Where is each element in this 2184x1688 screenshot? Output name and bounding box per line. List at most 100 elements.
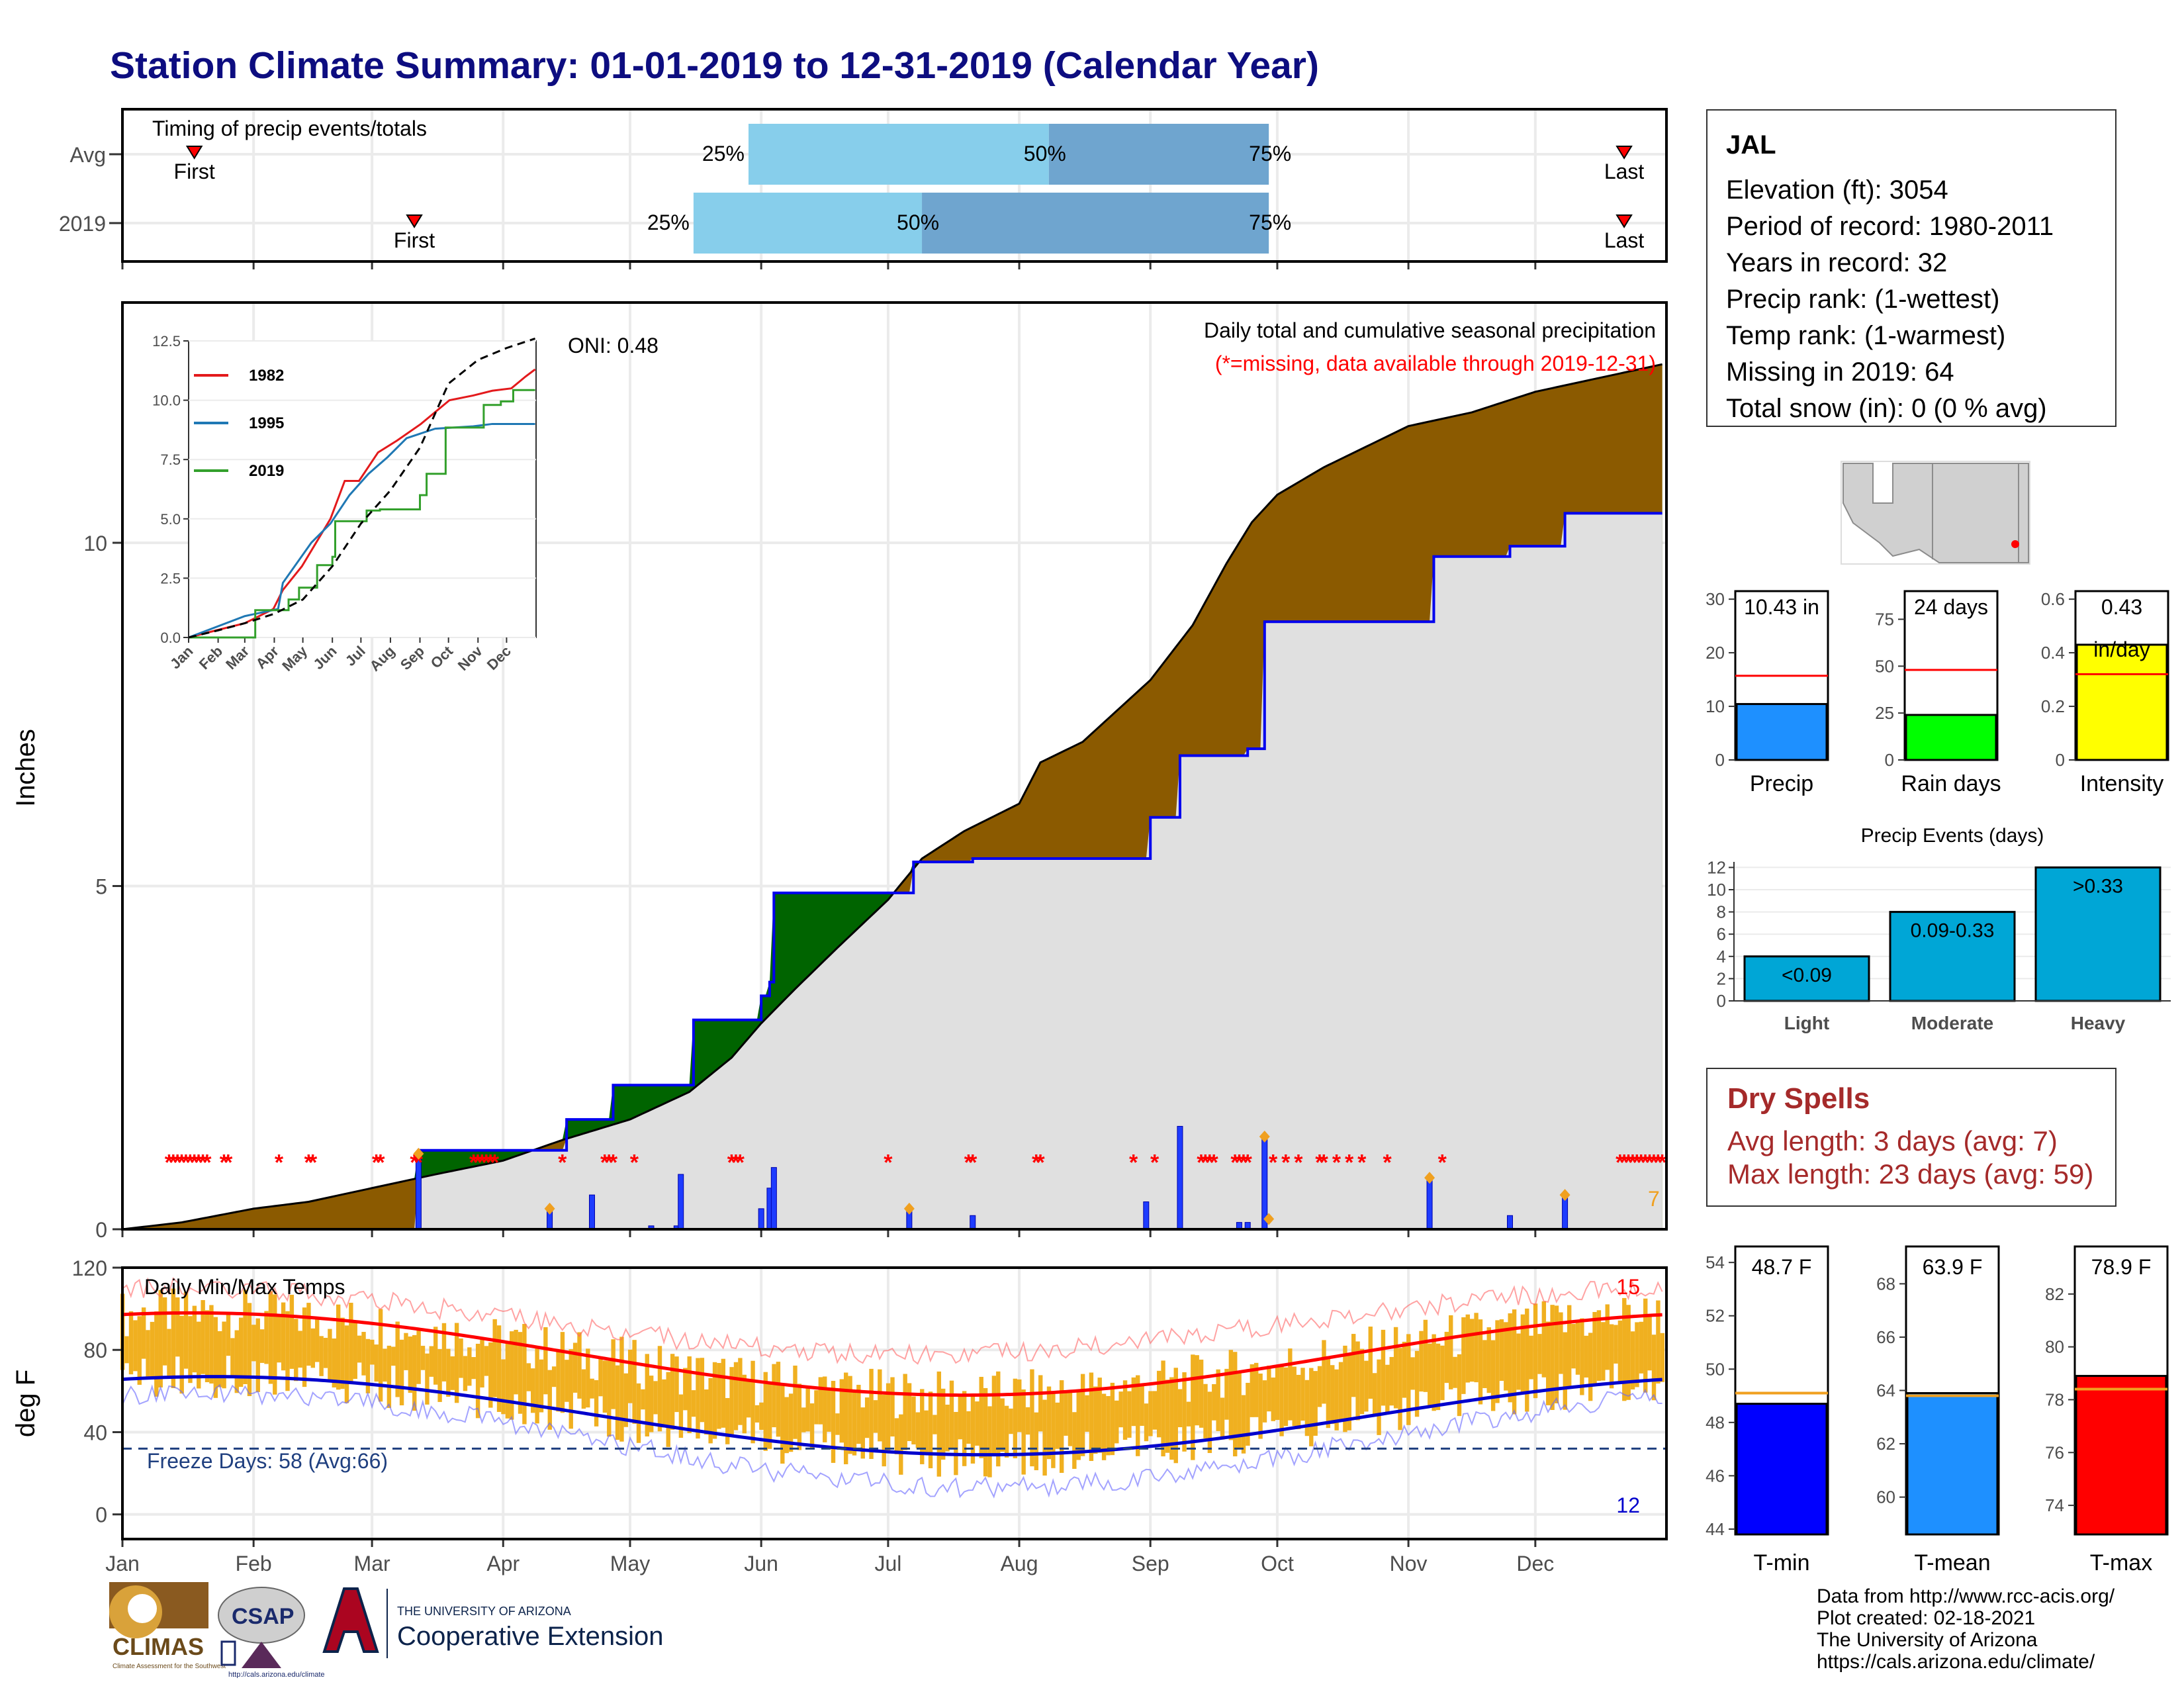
- daily-temp-bar: [1584, 1335, 1588, 1378]
- daily-temp-bar: [674, 1356, 679, 1413]
- missing-marker: *: [1150, 1150, 1160, 1175]
- daily-temp-bar: [1072, 1412, 1077, 1469]
- daily-temp-bar: [247, 1303, 252, 1397]
- daily-temp-bar: [653, 1381, 658, 1415]
- missing-marker: *: [1281, 1150, 1291, 1175]
- station-years: Years in record: 32: [1726, 248, 1948, 277]
- tsummary-y-tick-label: 54: [1706, 1252, 1725, 1272]
- daily-temp-bar: [1131, 1377, 1136, 1427]
- station-name: JAL: [1726, 130, 1776, 160]
- daily-temp-bar: [1309, 1368, 1314, 1446]
- missing-marker: *: [558, 1150, 567, 1175]
- daily-temp-bar: [1021, 1389, 1026, 1475]
- credit-plot-created: Plot created: 02-18-2021: [1817, 1607, 2036, 1629]
- daily-temp-bar: [124, 1336, 129, 1364]
- summary-bar: [1735, 703, 1828, 761]
- dry-spells-box: Dry Spells Avg length: 3 days (avg: 7) M…: [1706, 1068, 2116, 1207]
- daily-temp-bar: [1322, 1340, 1326, 1404]
- daily-precip-bar: [588, 1194, 595, 1230]
- daily-temp-bar: [797, 1383, 802, 1450]
- timing-first-label: First: [174, 160, 215, 183]
- daily-temp-bar: [920, 1389, 925, 1464]
- daily-temp-bar: [1567, 1305, 1572, 1388]
- daily-temp-bar: [188, 1316, 193, 1383]
- daily-temp-bar: [1639, 1321, 1644, 1374]
- daily-temp-bar: [218, 1331, 222, 1387]
- daily-temp-bar: [450, 1356, 455, 1390]
- missing-marker: *: [1619, 1150, 1629, 1175]
- daily-temp-bar: [1563, 1332, 1567, 1410]
- daily-temp-bar: [1457, 1354, 1462, 1417]
- daily-temp-bar: [526, 1363, 531, 1391]
- daily-temp-bar: [958, 1396, 962, 1440]
- daily-temp-bar: [1626, 1305, 1631, 1400]
- missing-marker: *: [600, 1150, 610, 1175]
- daily-temp-bar: [302, 1307, 307, 1387]
- daily-temp-bar: [1419, 1331, 1424, 1392]
- daily-temp-bar: [911, 1396, 916, 1445]
- missing-marker: *: [604, 1150, 614, 1175]
- daily-temp-bar: [878, 1369, 882, 1442]
- tsummary-y-tick-label: 60: [1876, 1487, 1895, 1507]
- timing-bar-50-75: [922, 193, 1269, 254]
- daily-temp-bar: [1093, 1386, 1098, 1454]
- missing-marker: *: [968, 1150, 978, 1175]
- cumulative-2019-line: [122, 512, 1662, 1231]
- daily-temp-bar: [1499, 1319, 1504, 1381]
- daily-temp-bar: [1580, 1318, 1584, 1395]
- daily-temp-bar: [1533, 1303, 1538, 1399]
- missing-marker: *: [165, 1150, 174, 1175]
- summary-value-label: 0.43: [2101, 595, 2142, 619]
- daily-temp-bar: [894, 1418, 899, 1454]
- daily-temp-bar: [1127, 1391, 1132, 1438]
- missing-marker: *: [186, 1150, 195, 1175]
- logos: CLIMAS Climate Assessment for the Southw…: [109, 1582, 663, 1678]
- daily-temp-bar: [1195, 1355, 1199, 1426]
- missing-marker: *: [376, 1150, 385, 1175]
- daily-precip-bar: [678, 1174, 684, 1230]
- missing-marker: *: [1649, 1150, 1659, 1175]
- daily-temp-bar: [1588, 1333, 1593, 1401]
- daily-temp-bar: [987, 1406, 992, 1477]
- daily-temp-bar: [514, 1329, 518, 1395]
- daily-temp-bar: [772, 1364, 776, 1428]
- daily-temp-bar: [1004, 1405, 1009, 1458]
- daily-temp-bar: [1115, 1400, 1119, 1444]
- daily-temp-bar: [1351, 1334, 1356, 1397]
- main-frame: [121, 301, 1668, 1231]
- daily-temp-bar: [827, 1389, 831, 1432]
- daily-temp-bar: [162, 1297, 167, 1366]
- daily-temp-bar: [628, 1349, 633, 1403]
- daily-temp-bar: [763, 1372, 768, 1451]
- tsummary-y-tick-label: 80: [2045, 1337, 2064, 1357]
- daily-temp-bar: [1085, 1395, 1089, 1432]
- main-y-tick-label: 0: [95, 1218, 107, 1242]
- timing-panel: Timing of precip events/totals Avg 25% 50% 7…: [59, 108, 1668, 269]
- timing-last-marker: [1615, 146, 1633, 160]
- daily-temp-bar: [1622, 1297, 1627, 1401]
- tsummary-y-tick-label: 64: [1876, 1381, 1895, 1401]
- record-precip-marker: [903, 1202, 915, 1215]
- tsummary-bar: [1735, 1403, 1828, 1536]
- dry-spells-title: Dry Spells: [1727, 1082, 1870, 1115]
- daily-temp-bar: [1656, 1300, 1661, 1384]
- timing-q25-label: 25%: [647, 211, 690, 234]
- daily-temp-bar: [1486, 1327, 1491, 1393]
- daily-temp-bar: [712, 1362, 717, 1439]
- daily-temp-bar: [154, 1311, 159, 1397]
- daily-temp-bar: [1389, 1356, 1394, 1406]
- daily-temp-bar: [594, 1380, 599, 1427]
- missing-marker: *: [1658, 1150, 1667, 1175]
- daily-temp-bar: [1381, 1329, 1386, 1406]
- daily-temp-bar: [484, 1346, 489, 1376]
- daily-temp-bar: [823, 1376, 827, 1442]
- daily-temp-bar: [1525, 1308, 1529, 1412]
- events-y-tick-label: 0: [1717, 991, 1726, 1011]
- daily-temp-bar: [370, 1339, 375, 1365]
- daily-temp-bar: [251, 1325, 256, 1362]
- daily-precip-bar: [970, 1215, 976, 1230]
- tsummary-x-label: T-min: [1754, 1550, 1810, 1575]
- temps-x-tick-label: Aug: [1001, 1552, 1038, 1575]
- daily-temp-bar: [175, 1297, 180, 1357]
- csap-logo: CSAP http://cals.arizona.edu/climate: [218, 1587, 325, 1678]
